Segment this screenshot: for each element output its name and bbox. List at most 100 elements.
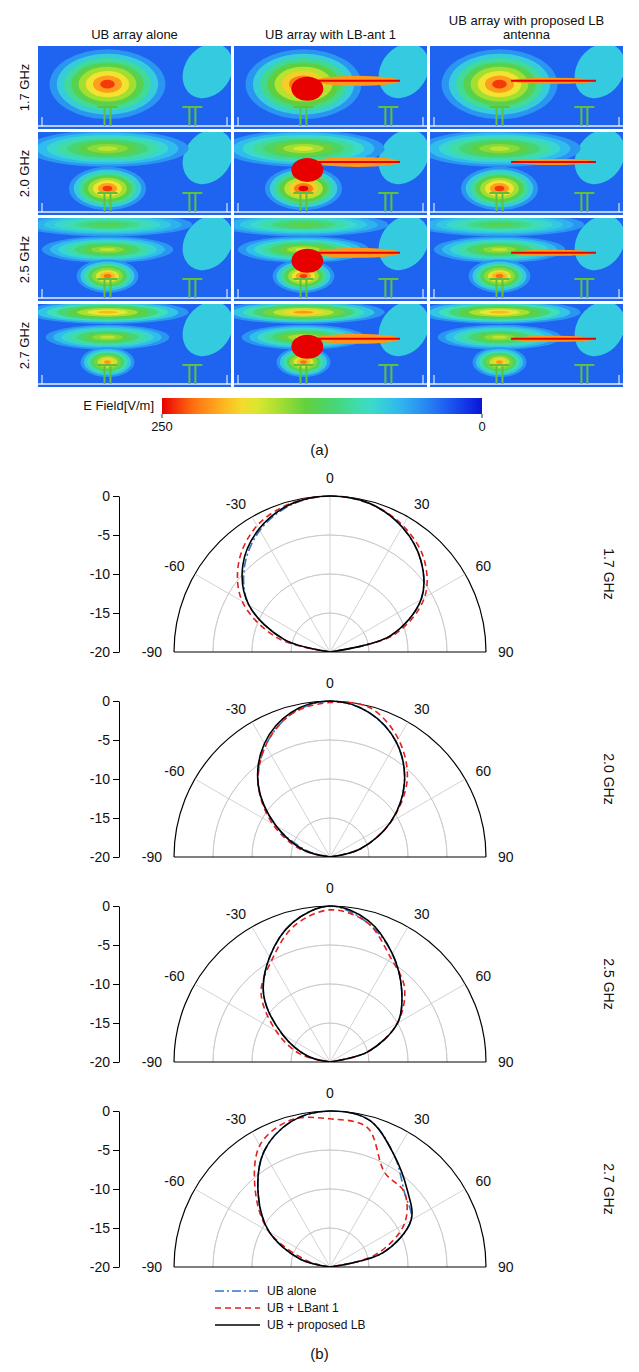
tick-label: -20 — [90, 1259, 110, 1275]
wall — [42, 117, 43, 126]
field-contour — [456, 58, 543, 110]
ub-element — [574, 107, 594, 126]
tick-mark — [113, 984, 119, 985]
pattern-line — [242, 496, 424, 652]
field-contour — [86, 71, 129, 97]
field-contour — [38, 133, 178, 165]
field-contour — [430, 218, 584, 236]
axis-line — [119, 907, 120, 1063]
tick-mark — [113, 740, 119, 741]
field-contour — [496, 360, 503, 364]
field-contour — [459, 306, 540, 318]
legend-label: UB alone — [267, 1284, 317, 1298]
wall — [619, 203, 620, 212]
wall — [434, 375, 435, 384]
colorbar-label: E Field[V/m] — [83, 398, 154, 413]
ub-element — [182, 193, 202, 212]
field-contour — [434, 236, 565, 263]
field-contour — [38, 304, 189, 324]
legend-swatch — [215, 1324, 260, 1326]
ub-element — [97, 365, 117, 384]
field-map — [234, 218, 427, 301]
grid-spoke — [195, 779, 330, 857]
tick-label: -20 — [90, 849, 110, 865]
grid-spoke — [174, 652, 330, 653]
field-contour — [77, 308, 138, 317]
ground-plane — [38, 383, 231, 385]
lb-antenna — [315, 252, 400, 254]
tick: 0 — [102, 898, 119, 914]
angle-tick-label: 30 — [414, 906, 430, 922]
ub-element — [378, 365, 398, 384]
angle-tick-label: -60 — [164, 558, 184, 574]
ground-plane — [430, 211, 623, 213]
field-contour — [50, 238, 165, 261]
tick: -15 — [90, 605, 119, 621]
field-contour — [439, 135, 561, 162]
tick-label: -15 — [90, 1220, 110, 1236]
wall — [619, 375, 620, 384]
frequency-label: 2.0 GHz — [601, 753, 617, 804]
wall — [42, 203, 43, 212]
field-contour — [283, 144, 324, 153]
angle-tick-label: -90 — [142, 849, 162, 865]
frequency-label: 2.7 GHz — [601, 1163, 617, 1214]
field-contour — [65, 219, 150, 231]
field-contour — [47, 304, 169, 321]
field-contour — [471, 172, 529, 204]
radial-axis: 0-5-10-15-20 — [90, 488, 120, 660]
field-contour — [430, 304, 570, 322]
wall — [423, 117, 424, 126]
field-contour — [492, 336, 507, 339]
field-contour — [80, 262, 134, 291]
lb-antenna-field — [315, 76, 400, 86]
ground-plane — [234, 211, 427, 213]
ub-element — [574, 193, 594, 212]
axis-line — [119, 1112, 120, 1268]
field-contour — [67, 139, 148, 157]
field-map — [38, 218, 231, 301]
field-contour — [436, 218, 563, 233]
pattern-line — [254, 1117, 407, 1267]
ub-element — [378, 107, 398, 126]
ub-element — [378, 279, 398, 298]
field-contour — [275, 67, 333, 102]
field-contour — [88, 178, 127, 200]
field-contour — [77, 142, 138, 156]
tick: -10 — [90, 1181, 119, 1197]
panel-label: (b) — [310, 1345, 328, 1362]
field-contour — [488, 270, 511, 282]
frequency-label: 2.5 GHz — [601, 958, 617, 1009]
tick-mark — [113, 613, 119, 614]
field-contour — [466, 170, 534, 208]
tick-mark — [113, 535, 119, 536]
ub-element — [574, 365, 594, 384]
field-contour — [234, 304, 385, 324]
field-contour — [479, 309, 520, 315]
lb-antenna — [511, 161, 596, 163]
wall — [434, 203, 435, 212]
pattern-line — [263, 906, 402, 1062]
lb-antenna — [315, 161, 400, 163]
legend-swatch — [215, 1307, 260, 1309]
grid-spoke — [195, 574, 330, 652]
angle-tick-label: -30 — [226, 906, 246, 922]
pattern-line — [263, 906, 402, 1062]
wall — [423, 289, 424, 298]
tick: -20 — [90, 1259, 119, 1275]
field-contour — [469, 308, 530, 317]
wall — [423, 203, 424, 212]
angle-tick-label: -90 — [142, 644, 162, 660]
ground-plane — [430, 383, 623, 385]
tick: -15 — [90, 1015, 119, 1031]
angle-tick-label: 90 — [498, 849, 514, 865]
field-contour — [79, 172, 137, 204]
field-contour — [83, 245, 132, 255]
angle-tick-label: 90 — [498, 644, 514, 660]
field-contour — [496, 274, 504, 278]
field-contour — [234, 304, 374, 322]
ground-plane — [234, 383, 427, 385]
tick: -15 — [90, 810, 119, 826]
tick-label: -10 — [90, 566, 110, 582]
field-contour — [76, 220, 140, 229]
